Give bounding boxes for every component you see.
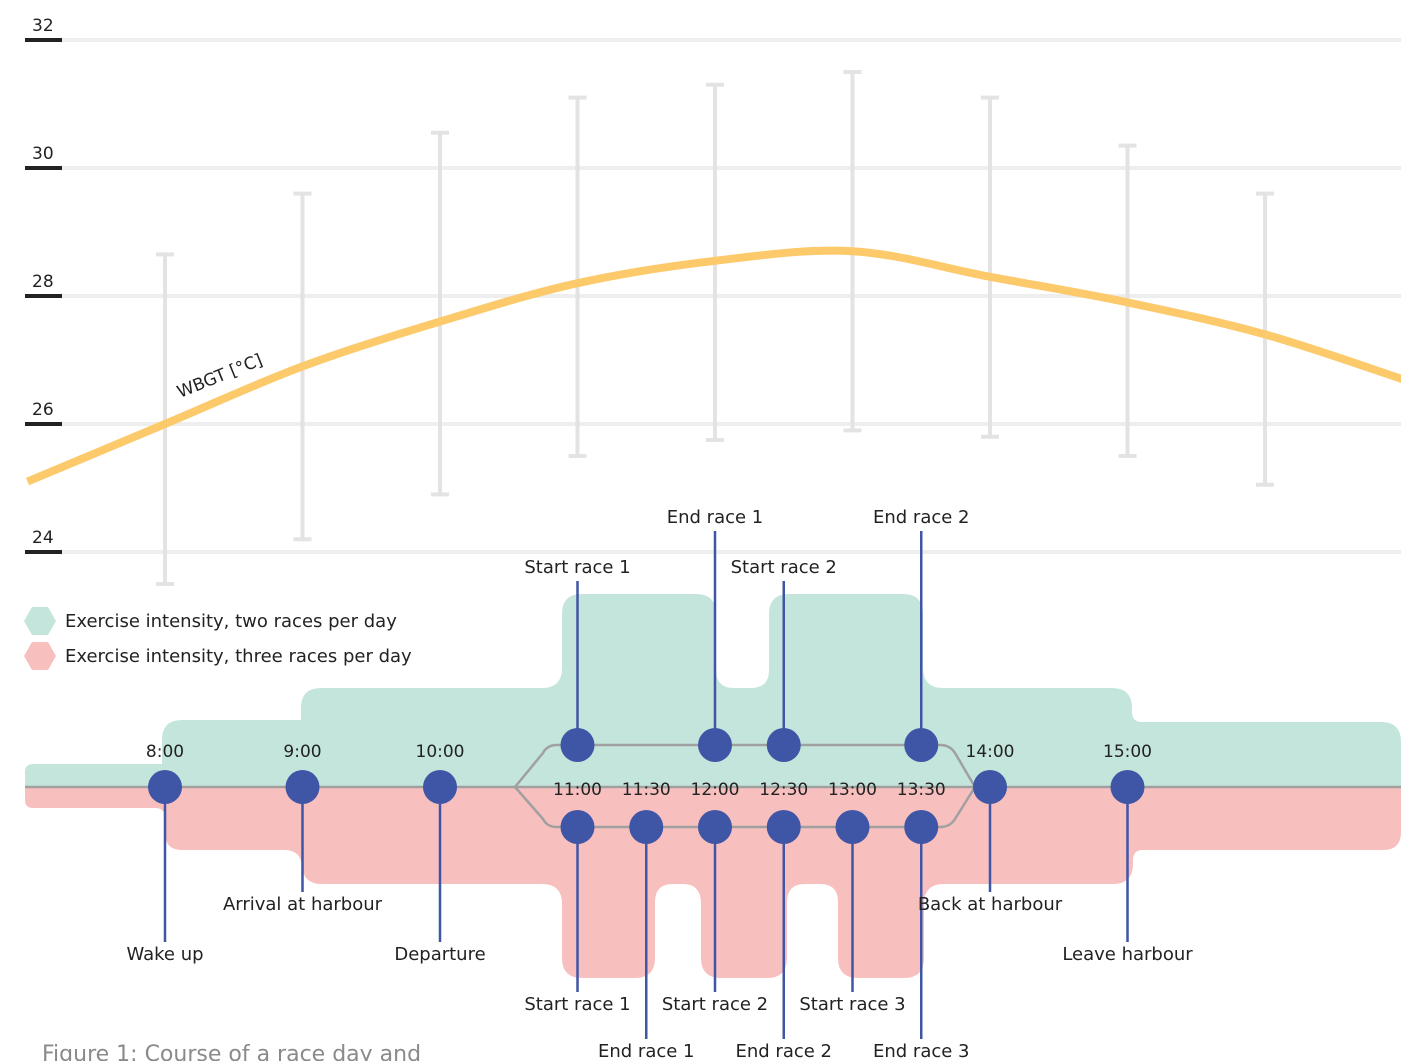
time-label: 13:30 [897,780,946,800]
y-tick-label: 24 [32,528,54,548]
timeline-point [973,770,1007,804]
event-label-below: Wake up [126,944,203,965]
two-races-intensity-area [25,594,1401,786]
timeline-point [285,770,320,804]
event-label-below: Departure [394,944,485,965]
three-races-event-label: Start race 3 [799,994,905,1015]
timeline-point [560,728,595,762]
timeline-point [629,810,664,844]
three-races-intensity-area [25,786,1401,978]
timeline-point [904,728,939,762]
legend-swatch [24,607,56,635]
timeline-point [560,810,595,844]
time-label: 9:00 [283,742,321,762]
y-axis-ticks [25,38,62,554]
three-races-event-label: Start race 1 [524,994,630,1015]
timeline-lines [25,743,1401,829]
three-races-branch-line [514,786,977,829]
y-tick-label: 32 [32,16,54,36]
figure-caption: Figure 1: Course of a race day and [42,1042,421,1061]
timeline-points [148,728,1145,844]
three-races-event-label: End race 1 [598,1041,695,1061]
legend-swatch [24,642,56,670]
time-label: 11:00 [553,780,602,800]
timeline-point [698,728,732,762]
two-races-event-label: End race 2 [873,507,970,528]
three-races-event-label: Start race 2 [662,994,768,1015]
event-label-below: Back at harbour [918,894,1063,915]
two-races-event-label: Start race 1 [524,557,630,578]
timeline-point [835,810,870,844]
two-races-branch-line [514,743,977,788]
wbgt-series-label: WBGT [°C] [174,350,265,402]
time-label: 11:30 [622,780,671,800]
timeline-labels: 8:00 9:00 10:00 14:00 15:00 Wake up Arrival at… [126,507,1193,1061]
time-label: 8:00 [146,742,184,762]
y-tick-label: 26 [32,400,54,420]
time-label: 10:00 [416,742,465,762]
three-races-event-label: End race 3 [873,1041,970,1061]
event-label-below: Leave harbour [1062,944,1193,965]
legend: Exercise intensity, two races per day Exe… [24,607,412,670]
time-label: 13:00 [828,780,877,800]
timeline-point [423,770,457,804]
y-tick-label: 28 [32,272,54,292]
event-stems [163,531,1129,1039]
time-label: 15:00 [1103,742,1152,762]
two-races-event-label: End race 1 [667,507,764,528]
time-label: 14:00 [966,742,1015,762]
timeline-point [904,810,939,844]
time-label: 12:30 [759,780,808,800]
timeline-point [148,770,182,804]
event-label-below: Arrival at harbour [223,894,383,915]
gridlines [62,38,1401,554]
three-races-event-label: End race 2 [735,1041,832,1061]
y-tick-label: 30 [32,144,54,164]
y-axis-tick-labels: 32 30 28 26 24 [32,16,54,548]
timeline-point [1110,770,1145,804]
time-label: 12:00 [691,780,740,800]
two-races-event-label: Start race 2 [731,557,837,578]
legend-label: Exercise intensity, two races per day [65,611,397,632]
wbgt-series-line [25,246,1401,486]
timeline-point [698,810,732,844]
legend-label: Exercise intensity, three races per day [65,646,412,667]
error-bars [156,70,1274,586]
timeline-point [766,728,801,762]
timeline-point [766,810,801,844]
